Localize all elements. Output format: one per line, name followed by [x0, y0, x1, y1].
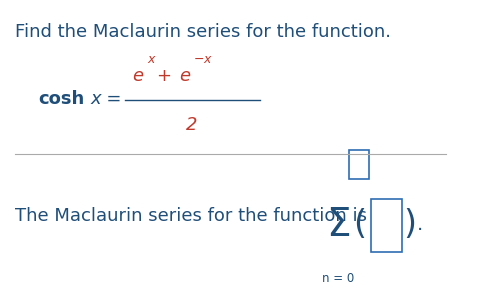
Text: cosh: cosh	[38, 90, 84, 108]
Text: $+$: $+$	[156, 67, 172, 85]
Bar	[349, 150, 369, 179]
Text: The Maclaurin series for the function is: The Maclaurin series for the function is	[15, 207, 367, 225]
Bar	[370, 199, 402, 252]
Text: $x$: $x$	[147, 53, 157, 66]
Text: $\Sigma$: $\Sigma$	[326, 206, 350, 244]
Text: .: .	[417, 216, 423, 235]
Text: 2: 2	[186, 116, 197, 134]
Text: ): )	[403, 208, 416, 242]
Text: Find the Maclaurin series for the function.: Find the Maclaurin series for the functi…	[15, 23, 391, 41]
Text: x =: x =	[91, 90, 122, 108]
Text: (: (	[354, 208, 367, 242]
Text: $-x$: $-x$	[193, 53, 213, 66]
Text: $e$: $e$	[132, 67, 144, 85]
Text: n = 0: n = 0	[322, 272, 355, 285]
Text: $e$: $e$	[179, 67, 192, 85]
